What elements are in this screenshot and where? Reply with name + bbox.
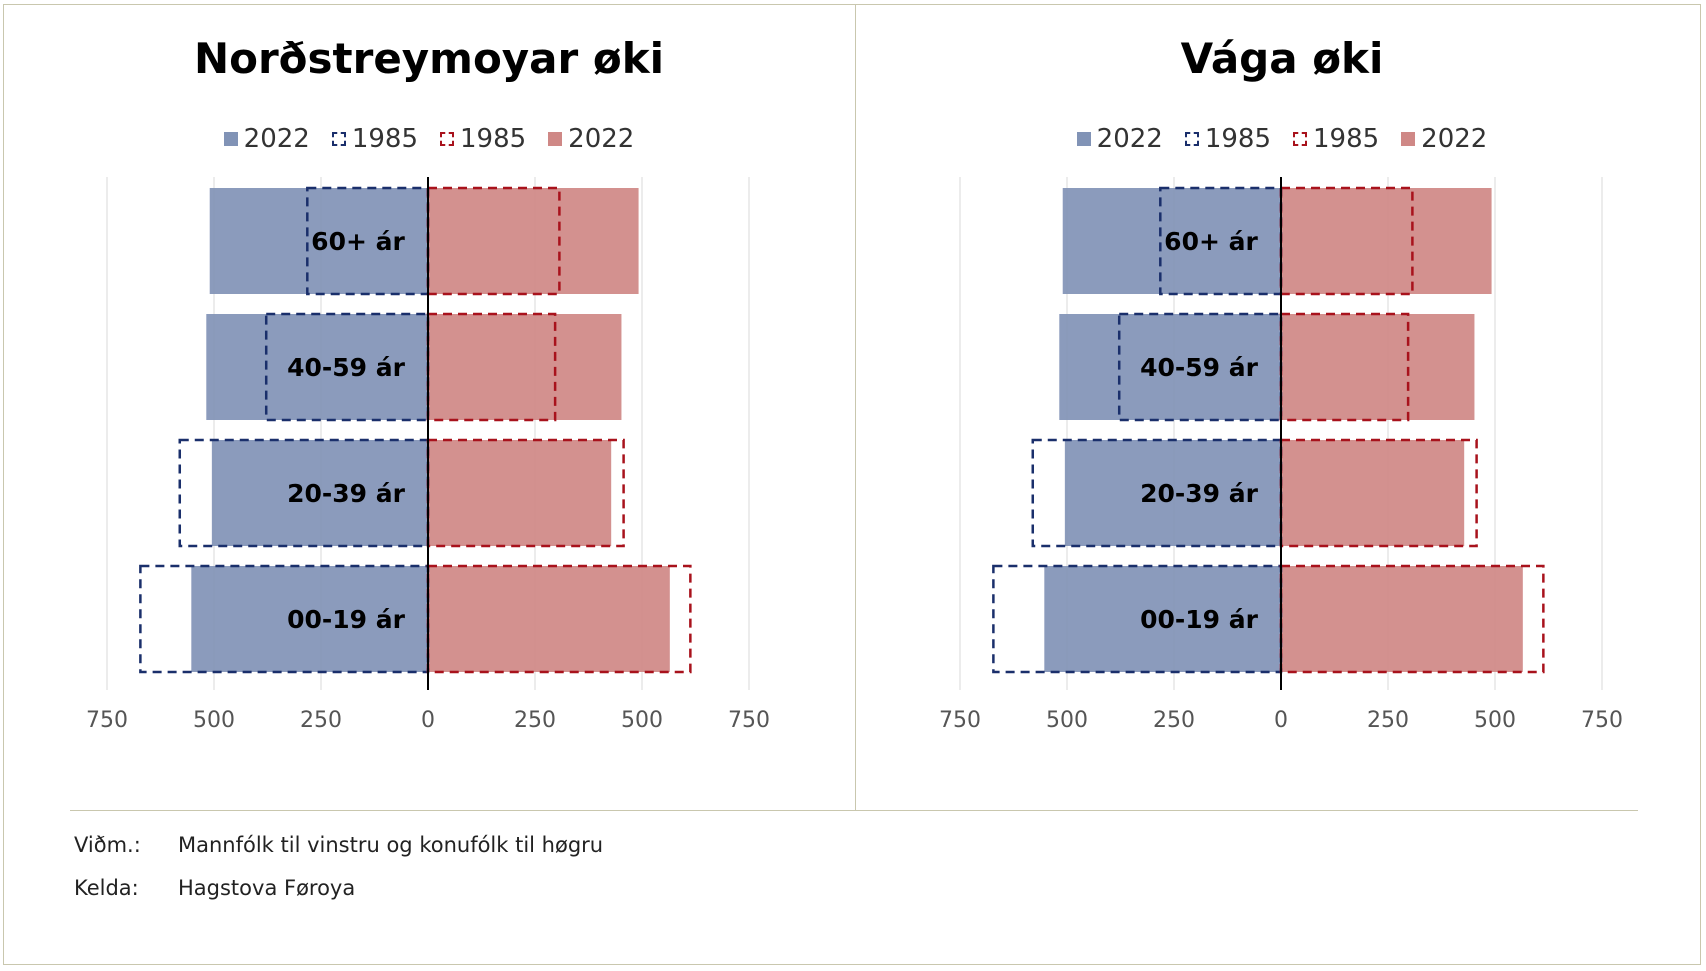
figure-frame — [3, 4, 1701, 965]
bar-female-1985 — [1279, 438, 1478, 548]
legend-label: 1985 — [460, 124, 527, 154]
legend-swatch-male-1985 — [331, 132, 346, 146]
category-label: 60+ ár — [311, 227, 405, 256]
tick-label: 500 — [1474, 708, 1516, 733]
bar-male-2022 — [1044, 566, 1281, 672]
bar-male-2022 — [209, 188, 428, 294]
tick-label: 250 — [1153, 708, 1195, 733]
category-label: 00-19 ár — [287, 605, 406, 634]
tick-label: 0 — [421, 708, 435, 733]
tick-label: 750 — [86, 708, 128, 733]
tick-label: 500 — [1046, 708, 1088, 733]
tick-label: 250 — [300, 708, 342, 733]
chart-panel-right: Vága øki 2022 1985 1985 2022 60+ ár 40-59… — [856, 0, 1706, 800]
legend-swatch-female-2022 — [1401, 132, 1416, 146]
bar-female-2022 — [1281, 566, 1523, 672]
legend-label: 2022 — [243, 124, 310, 154]
bar-female-2022 — [428, 566, 670, 672]
tick-label: 250 — [1367, 708, 1409, 733]
chart-panel-left: Norðstreymoyar øki 2022 1985 1985 2022 6… — [3, 0, 855, 800]
chart-legend: 2022 1985 1985 2022 — [3, 124, 855, 154]
bar-male-2022 — [1062, 188, 1281, 294]
footnote-separator — [70, 810, 1638, 811]
tick-label: 500 — [621, 708, 663, 733]
tick-label: 750 — [728, 708, 770, 733]
bar-male-2022 — [211, 440, 428, 546]
category-label: 40-59 ár — [287, 353, 406, 382]
bar-female-2022 — [1281, 440, 1465, 546]
bar-male-1985 — [139, 564, 430, 674]
category-label: 20-39 ár — [287, 479, 406, 508]
source-label: Kelda: — [74, 876, 139, 900]
legend-swatch-male-2022 — [223, 132, 238, 146]
bar-female-1985 — [426, 438, 625, 548]
category-label: 60+ ár — [1164, 227, 1258, 256]
category-label: 00-19 ár — [1140, 605, 1259, 634]
legend-label: 2022 — [1421, 124, 1488, 154]
pyramid-plot: 60+ ár 40-59 ár 20-39 ár 00-19 ár 750 500 250 0… — [939, 177, 1623, 733]
bar-female-2022 — [428, 188, 639, 294]
tick-label: 750 — [939, 708, 981, 733]
pyramid-plot: 60+ ár 40-59 ár 20-39 ár 00-19 ár 750 500 250 0… — [86, 177, 770, 733]
category-label: 40-59 ár — [1140, 353, 1259, 382]
legend-swatch-female-1985 — [440, 132, 454, 146]
chart-legend: 2022 1985 1985 2022 — [856, 124, 1706, 154]
bar-male-2022 — [1059, 314, 1281, 420]
legend-swatch-female-1985 — [1293, 132, 1307, 146]
bar-female-2022 — [428, 440, 612, 546]
bar-female-2022 — [1281, 314, 1475, 420]
legend-item-female-2022: 2022 — [1401, 124, 1487, 154]
legend-label: 2022 — [1096, 124, 1163, 154]
legend-item-female-1985: 1985 — [1293, 124, 1379, 154]
legend-item-male-1985: 1985 — [1184, 124, 1271, 154]
bar-female-2022 — [428, 314, 622, 420]
legend-item-female-2022: 2022 — [548, 124, 634, 154]
legend-item-male-1985: 1985 — [331, 124, 418, 154]
bar-male-2022 — [206, 314, 428, 420]
bar-female-2022 — [1281, 188, 1492, 294]
tick-label: 750 — [1581, 708, 1623, 733]
tick-label: 250 — [514, 708, 556, 733]
legend-label: 2022 — [568, 124, 635, 154]
note-text: Mannfólk til vinstru og konufólk til høg… — [178, 833, 604, 857]
panel-divider — [855, 4, 856, 811]
category-label: 20-39 ár — [1140, 479, 1259, 508]
tick-label: 500 — [193, 708, 235, 733]
legend-item-male-2022: 2022 — [223, 124, 310, 154]
chart-title: Vága øki — [1180, 34, 1384, 83]
legend-item-male-2022: 2022 — [1076, 124, 1163, 154]
source-text: Hagstova Føroya — [178, 876, 356, 900]
legend-label: 1985 — [1204, 124, 1271, 154]
legend-swatch-male-1985 — [1184, 132, 1199, 146]
legend-swatch-male-2022 — [1076, 132, 1091, 146]
bar-male-2022 — [1064, 440, 1281, 546]
chart-title: Norðstreymoyar øki — [193, 34, 665, 83]
note-label: Viðm.: — [74, 833, 141, 857]
bar-male-2022 — [191, 566, 428, 672]
legend-label: 1985 — [1313, 124, 1380, 154]
legend-swatch-female-2022 — [548, 132, 563, 146]
tick-label: 0 — [1274, 708, 1288, 733]
bar-male-1985 — [992, 564, 1283, 674]
legend-label: 1985 — [351, 124, 418, 154]
legend-item-female-1985: 1985 — [440, 124, 526, 154]
